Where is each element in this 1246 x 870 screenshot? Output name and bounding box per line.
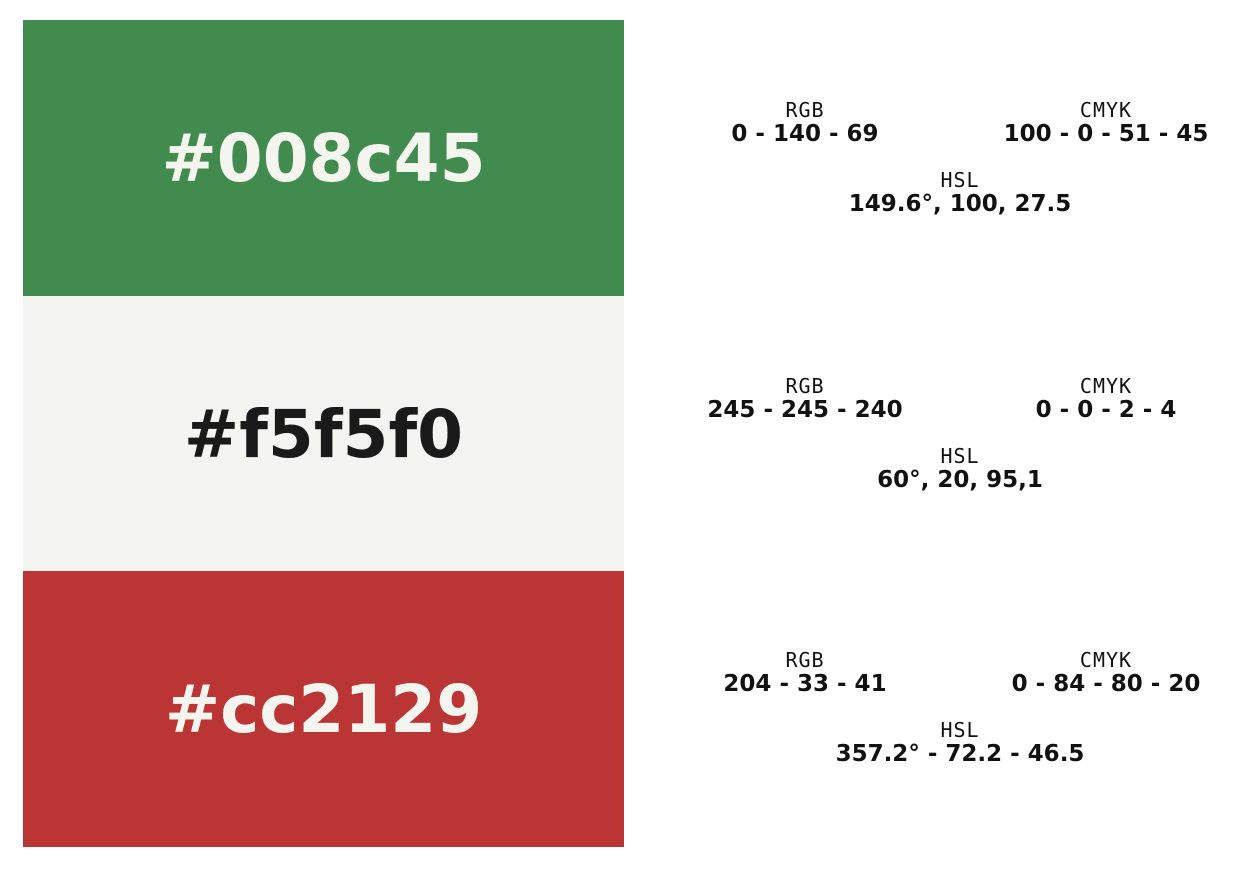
- swatch-hex-code: #cc2129: [164, 671, 483, 748]
- color-info-red: RGB 204 - 33 - 41 CMYK 0 - 84 - 80 - 20 …: [690, 570, 1230, 846]
- swatch-hex-code: #f5f5f0: [183, 396, 464, 473]
- rgb-value: 204 - 33 - 41: [723, 671, 887, 697]
- rgb-value: 0 - 140 - 69: [731, 121, 879, 147]
- swatch-green: #008c45: [23, 20, 624, 296]
- hsl-value: 149.6°, 100, 27.5: [848, 191, 1072, 217]
- rgb-block: RGB 245 - 245 - 240: [655, 376, 955, 424]
- cmyk-block: CMYK 0 - 0 - 2 - 4: [956, 376, 1246, 424]
- cmyk-block: CMYK 0 - 84 - 80 - 20: [956, 650, 1246, 698]
- cmyk-block: CMYK 100 - 0 - 51 - 45: [956, 100, 1246, 148]
- hsl-label: HSL: [940, 168, 980, 192]
- hsl-block: HSL 149.6°, 100, 27.5: [810, 170, 1110, 218]
- swatch-red: #cc2129: [23, 571, 624, 847]
- cmyk-label: CMYK: [1079, 98, 1133, 122]
- hsl-label: HSL: [940, 718, 980, 742]
- cmyk-value: 0 - 84 - 80 - 20: [1011, 671, 1201, 697]
- cmyk-label: CMYK: [1079, 374, 1133, 398]
- hsl-value: 60°, 20, 95,1: [877, 467, 1043, 493]
- rgb-label: RGB: [785, 374, 825, 398]
- rgb-value: 245 - 245 - 240: [707, 397, 903, 423]
- rgb-label: RGB: [785, 648, 825, 672]
- color-info-white: RGB 245 - 245 - 240 CMYK 0 - 0 - 2 - 4 H…: [690, 296, 1230, 572]
- swatch-white: #f5f5f0: [23, 296, 624, 572]
- rgb-block: RGB 0 - 140 - 69: [655, 100, 955, 148]
- hsl-block: HSL 60°, 20, 95,1: [810, 446, 1110, 494]
- cmyk-value: 100 - 0 - 51 - 45: [1003, 121, 1209, 147]
- hsl-block: HSL 357.2° - 72.2 - 46.5: [810, 720, 1110, 768]
- rgb-label: RGB: [785, 98, 825, 122]
- hsl-value: 357.2° - 72.2 - 46.5: [835, 741, 1085, 767]
- rgb-block: RGB 204 - 33 - 41: [655, 650, 955, 698]
- hsl-label: HSL: [940, 444, 980, 468]
- cmyk-value: 0 - 0 - 2 - 4: [1035, 397, 1177, 423]
- color-info-green: RGB 0 - 140 - 69 CMYK 100 - 0 - 51 - 45 …: [690, 20, 1230, 296]
- swatch-hex-code: #008c45: [161, 120, 486, 197]
- cmyk-label: CMYK: [1079, 648, 1133, 672]
